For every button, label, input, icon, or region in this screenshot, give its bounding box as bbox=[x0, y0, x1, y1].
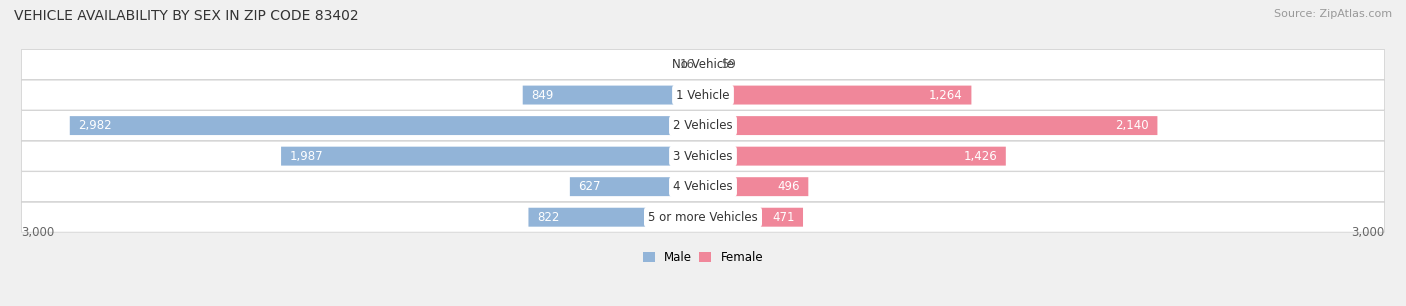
FancyBboxPatch shape bbox=[703, 147, 1005, 166]
Text: 471: 471 bbox=[772, 211, 794, 224]
FancyBboxPatch shape bbox=[703, 55, 716, 74]
Text: 1,987: 1,987 bbox=[290, 150, 323, 162]
Text: 1 Vehicle: 1 Vehicle bbox=[676, 88, 730, 102]
Text: 1,264: 1,264 bbox=[929, 88, 963, 102]
FancyBboxPatch shape bbox=[21, 202, 1385, 232]
FancyBboxPatch shape bbox=[703, 86, 972, 105]
Text: 822: 822 bbox=[537, 211, 560, 224]
Legend: Male, Female: Male, Female bbox=[638, 246, 768, 269]
FancyBboxPatch shape bbox=[703, 208, 803, 227]
FancyBboxPatch shape bbox=[700, 55, 703, 74]
Text: Source: ZipAtlas.com: Source: ZipAtlas.com bbox=[1274, 9, 1392, 19]
Text: 4 Vehicles: 4 Vehicles bbox=[673, 180, 733, 193]
FancyBboxPatch shape bbox=[21, 111, 1385, 140]
Text: 59: 59 bbox=[721, 58, 735, 71]
Text: 496: 496 bbox=[778, 180, 800, 193]
FancyBboxPatch shape bbox=[70, 116, 703, 135]
FancyBboxPatch shape bbox=[529, 208, 703, 227]
Text: 2,140: 2,140 bbox=[1115, 119, 1149, 132]
Text: 3 Vehicles: 3 Vehicles bbox=[673, 150, 733, 162]
Text: 849: 849 bbox=[531, 88, 554, 102]
Text: VEHICLE AVAILABILITY BY SEX IN ZIP CODE 83402: VEHICLE AVAILABILITY BY SEX IN ZIP CODE … bbox=[14, 9, 359, 23]
FancyBboxPatch shape bbox=[21, 50, 1385, 80]
FancyBboxPatch shape bbox=[703, 177, 808, 196]
Text: 2 Vehicles: 2 Vehicles bbox=[673, 119, 733, 132]
FancyBboxPatch shape bbox=[21, 80, 1385, 110]
Text: 3,000: 3,000 bbox=[21, 226, 55, 239]
Text: No Vehicle: No Vehicle bbox=[672, 58, 734, 71]
Text: 3,000: 3,000 bbox=[1351, 226, 1385, 239]
FancyBboxPatch shape bbox=[21, 141, 1385, 171]
FancyBboxPatch shape bbox=[523, 86, 703, 105]
FancyBboxPatch shape bbox=[281, 147, 703, 166]
Text: 16: 16 bbox=[679, 58, 695, 71]
Text: 627: 627 bbox=[578, 180, 600, 193]
Text: 2,982: 2,982 bbox=[79, 119, 112, 132]
FancyBboxPatch shape bbox=[703, 116, 1157, 135]
Text: 1,426: 1,426 bbox=[963, 150, 997, 162]
Text: 5 or more Vehicles: 5 or more Vehicles bbox=[648, 211, 758, 224]
FancyBboxPatch shape bbox=[21, 172, 1385, 202]
FancyBboxPatch shape bbox=[569, 177, 703, 196]
